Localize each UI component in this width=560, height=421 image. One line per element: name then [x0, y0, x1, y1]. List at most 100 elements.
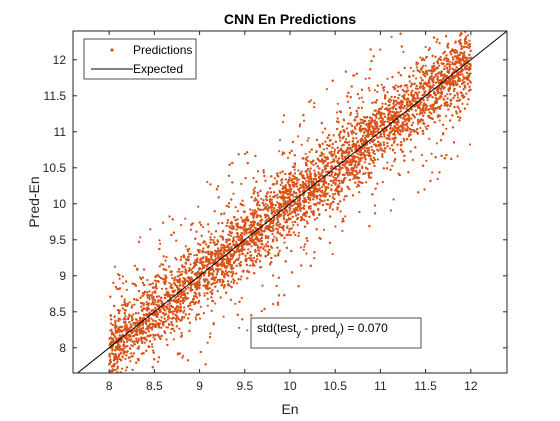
prediction-point — [158, 239, 161, 242]
prediction-point — [232, 262, 236, 265]
prediction-point — [399, 116, 403, 119]
prediction-point — [293, 168, 296, 171]
prediction-point — [118, 349, 121, 352]
prediction-point — [182, 302, 185, 305]
prediction-point — [380, 83, 383, 86]
prediction-point — [207, 230, 210, 233]
prediction-point — [280, 226, 283, 229]
prediction-point — [165, 268, 168, 271]
prediction-point — [376, 129, 379, 132]
prediction-point — [457, 76, 460, 79]
prediction-point — [446, 93, 449, 96]
prediction-point — [368, 119, 371, 122]
prediction-point — [183, 309, 186, 312]
prediction-point — [140, 277, 143, 281]
prediction-point — [433, 64, 436, 68]
prediction-point — [425, 159, 428, 162]
prediction-point — [268, 195, 272, 198]
prediction-point — [313, 102, 316, 105]
prediction-point — [292, 177, 295, 180]
prediction-point — [183, 265, 186, 268]
prediction-point — [198, 317, 202, 320]
prediction-point — [406, 127, 409, 131]
prediction-point — [189, 228, 192, 231]
prediction-point — [443, 65, 446, 68]
prediction-point — [146, 334, 149, 338]
prediction-point — [223, 258, 227, 261]
prediction-point — [414, 87, 417, 90]
prediction-point — [236, 218, 239, 221]
prediction-point — [173, 310, 176, 313]
prediction-point — [438, 119, 441, 122]
prediction-point — [426, 105, 429, 108]
prediction-point — [279, 183, 282, 186]
prediction-point — [334, 225, 337, 228]
prediction-point — [260, 309, 263, 313]
prediction-point — [168, 317, 171, 320]
prediction-point — [297, 178, 301, 181]
prediction-point — [159, 319, 163, 322]
prediction-point — [251, 209, 254, 212]
prediction-point — [353, 74, 356, 77]
prediction-point — [232, 227, 235, 230]
prediction-point — [367, 86, 370, 90]
prediction-point — [146, 279, 149, 282]
prediction-point — [266, 204, 269, 207]
prediction-point — [361, 118, 364, 121]
prediction-point — [273, 177, 276, 180]
prediction-point — [133, 342, 136, 345]
prediction-point — [358, 144, 361, 147]
prediction-point — [342, 135, 345, 138]
prediction-point — [393, 139, 396, 143]
prediction-point — [364, 77, 367, 80]
prediction-point — [328, 194, 331, 198]
prediction-point — [313, 106, 316, 109]
prediction-point — [265, 224, 268, 228]
prediction-point — [151, 282, 155, 285]
prediction-point — [368, 141, 371, 144]
prediction-point — [166, 326, 169, 329]
prediction-point — [395, 108, 398, 111]
prediction-point — [303, 245, 306, 248]
prediction-point — [300, 143, 303, 146]
prediction-point — [389, 126, 392, 129]
prediction-point — [249, 250, 252, 253]
prediction-point — [468, 62, 471, 65]
prediction-point — [347, 100, 350, 103]
prediction-point — [321, 131, 324, 134]
prediction-point — [393, 151, 396, 154]
prediction-point — [379, 112, 383, 115]
prediction-point — [446, 103, 449, 106]
prediction-point — [123, 298, 126, 301]
prediction-point — [339, 139, 342, 142]
prediction-point — [159, 242, 162, 245]
prediction-point — [220, 246, 223, 250]
prediction-point — [431, 171, 434, 174]
prediction-point — [403, 90, 406, 93]
prediction-point — [235, 228, 238, 231]
prediction-point — [310, 99, 313, 102]
prediction-point — [129, 360, 132, 363]
prediction-point — [352, 177, 355, 180]
prediction-point — [243, 248, 246, 251]
prediction-point — [188, 307, 191, 310]
prediction-point — [407, 93, 410, 96]
prediction-point — [317, 208, 320, 212]
prediction-point — [221, 265, 224, 268]
prediction-point — [390, 114, 393, 117]
prediction-point — [196, 296, 199, 299]
prediction-point — [282, 120, 285, 124]
prediction-point — [304, 152, 307, 155]
prediction-point — [140, 336, 143, 339]
prediction-point — [262, 204, 265, 207]
prediction-point — [465, 46, 468, 49]
prediction-point — [212, 270, 215, 273]
prediction-point — [409, 66, 412, 69]
prediction-point — [406, 86, 409, 89]
prediction-point — [402, 50, 405, 53]
prediction-point — [334, 192, 337, 195]
prediction-point — [238, 326, 241, 329]
prediction-point — [412, 70, 415, 73]
prediction-point — [358, 97, 361, 100]
prediction-point — [341, 229, 344, 232]
